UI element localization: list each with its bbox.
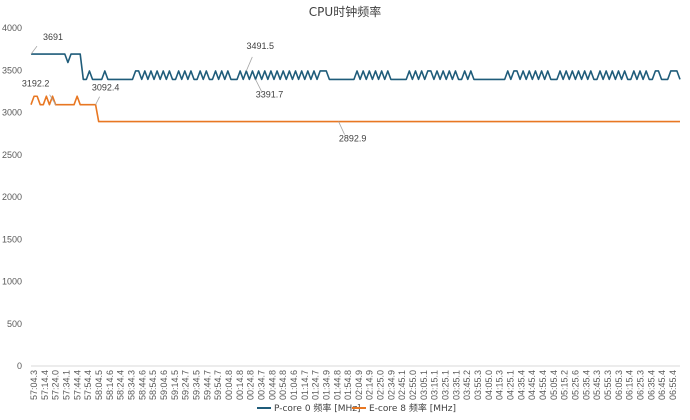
x-tick-label: 58:14.6 [105,370,115,400]
x-tick-label: 57:24.0 [51,370,61,400]
x-tick-label: 59:44.7 [202,370,212,400]
x-tick-label: 05:35.4 [581,370,591,400]
x-tick-label: 04:05.0 [484,370,494,400]
x-tick-label: 57:44.4 [72,370,82,400]
data-label: 3691 [43,32,63,42]
x-tick-label: 01:04.6 [289,370,299,400]
x-tick-label: 04:25.1 [506,370,516,400]
x-tick-label: 58:04.5 [94,370,104,400]
x-tick-label: 04:55.4 [538,370,548,400]
x-tick-label: 59:14.5 [170,370,180,400]
x-tick-label: 58:34.3 [126,370,136,400]
x-tick-label: 05:45.3 [592,370,602,400]
y-tick-label: 2500 [2,150,22,160]
x-tick-label: 59:04.6 [159,370,169,400]
x-tick-label: 04:35.4 [516,370,526,400]
x-tick-label: 03:15.1 [430,370,440,400]
x-tick-label: 06:25.3 [636,370,646,400]
data-label: 3491.5 [247,41,275,51]
x-tick-label: 00:04.8 [224,370,234,400]
legend: P-core 0 频率 [MHz] E-core 8 频率 [MHz] [257,402,456,414]
y-tick-label: 1000 [2,277,22,287]
y-tick-label: 1500 [2,234,22,244]
x-tick-label: 05:55.3 [603,370,613,400]
x-tick-label: 57:04.3 [29,370,39,400]
x-tick-label: 00:34.7 [256,370,266,400]
x-tick-label: 01:24.7 [311,370,321,400]
data-label: 2892.9 [339,134,367,144]
x-tick-label: 00:14.8 [235,370,245,400]
x-tick-label: 05:05.4 [549,370,559,400]
y-tick-label: 500 [7,319,22,329]
y-tick-label: 3000 [2,108,22,118]
x-tick-label: 02:34.9 [386,370,396,400]
legend-label-p-core: P-core 0 频率 [MHz] [274,402,361,414]
x-tick-label: 03:35.1 [451,370,461,400]
x-tick-label: 01:34.9 [321,370,331,400]
x-tick-label: 57:54.4 [83,370,93,400]
data-label-leader [255,79,262,92]
x-tick-label: 04:45.4 [527,370,537,400]
x-tick-label: 59:24.7 [181,370,191,400]
x-tick-label: 01:54.8 [343,370,353,400]
x-tick-label: 59:54.7 [213,370,223,400]
x-tick-label: 03:45.2 [462,370,472,400]
y-tick-label: 4000 [2,23,22,33]
x-tick-label: 04:15.3 [495,370,505,400]
legend-label-e-core: E-core 8 频率 [MHz] [369,402,456,414]
x-tick-label: 02:45.1 [397,370,407,400]
data-label: 3192.2 [22,79,50,89]
x-tick-label: 05:25.6 [571,370,581,400]
series-lines [30,53,681,123]
x-tick-label: 00:24.8 [246,370,256,400]
x-tick-label: 03:55.3 [473,370,483,400]
x-tick-label: 57:14.4 [40,370,50,400]
y-tick-label: 0 [17,361,22,371]
data-label-leader [338,121,345,135]
x-tick-label: 05:15.2 [560,370,570,400]
y-tick-label: 3500 [2,65,22,75]
series-line-0 [31,53,681,81]
x-tick-label: 03:05.1 [419,370,429,400]
x-tick-label: 57:34.1 [61,370,71,400]
x-tick-label: 02:55.0 [408,370,418,400]
x-tick-label: 03:25.1 [441,370,451,400]
x-tick-label: 06:15.4 [625,370,635,400]
data-label-leader [95,96,100,105]
x-tick-label: 01:44.8 [332,370,342,400]
x-tick-label: 58:44.6 [137,370,147,400]
x-tick-label: 02:04.9 [354,370,364,400]
x-tick-label: 06:05.3 [614,370,624,400]
x-tick-label: 06:35.4 [646,370,656,400]
x-axis: 57:04.3 57:14.4 57:24.0 57:34.1 57:44.4 57:54… [29,370,678,400]
series-line-1 [30,95,680,123]
x-tick-label: 00:44.8 [267,370,277,400]
data-label: 3391.7 [256,89,284,99]
data-labels: 3691 3491.5 3391.7 3192.2 3092.4 2892.9 [22,32,367,143]
data-label-leader [30,45,38,55]
y-axis: 0 500 1000 1500 2000 2500 3000 3500 4000 [2,23,22,371]
chart-title: CPU时钟频率 [309,4,381,19]
x-tick-label: 06:45.4 [657,370,667,400]
x-tick-label: 02:25.0 [376,370,386,400]
x-tick-label: 06:55.4 [668,370,678,400]
data-label-leader [49,94,56,105]
x-tick-label: 58:24.4 [116,370,126,400]
data-label: 3092.4 [92,83,120,93]
x-tick-label: 02:14.9 [365,370,375,400]
x-tick-label: 58:54.5 [148,370,158,400]
data-label-leader [245,56,253,72]
x-tick-label: 00:54.8 [278,370,288,400]
x-tick-label: 59:34.5 [191,370,201,400]
x-tick-label: 01:14.7 [300,370,310,400]
y-tick-label: 2000 [2,192,22,202]
